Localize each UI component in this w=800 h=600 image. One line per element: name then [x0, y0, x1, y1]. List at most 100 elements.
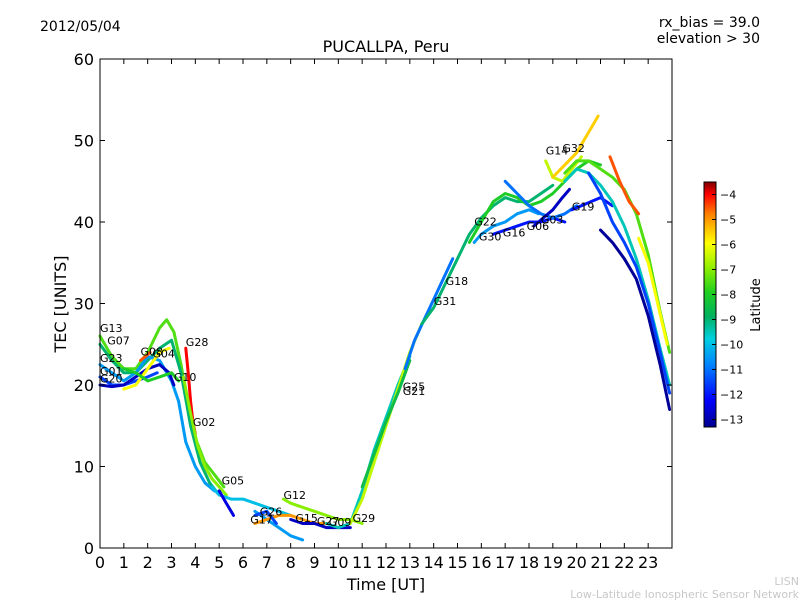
colorbar-tick-label: −7	[720, 264, 736, 277]
satellite-label-g28: G28	[186, 336, 209, 349]
satellite-label-g08: G08	[141, 346, 164, 359]
series-line-g14	[544, 155, 583, 183]
chart-title: PUCALLPA, Peru	[323, 37, 450, 56]
satellite-label-g03: G03	[541, 214, 564, 227]
x-tick-label: 18	[519, 553, 539, 572]
series-layer	[98, 114, 672, 542]
colorbar-tick-label: −5	[720, 214, 736, 227]
colorbar-tick-label: −10	[720, 339, 743, 352]
satellite-label-g25: G25	[403, 381, 426, 394]
x-tick-label: 13	[400, 553, 420, 572]
satellite-label-g19: G19	[572, 201, 595, 214]
y-tick-label: 30	[74, 295, 94, 314]
series-line-g07	[98, 338, 221, 497]
series-line-g02	[181, 375, 228, 497]
x-tick-label: 4	[190, 553, 200, 572]
satellite-label-g26: G26	[260, 505, 283, 518]
rx-bias-label: rx_bias = 39.0	[659, 15, 760, 31]
x-tick-label: 22	[614, 553, 634, 572]
satellite-label-g29: G29	[353, 512, 376, 525]
series-line-g22	[467, 159, 602, 244]
satellite-label-g16: G16	[503, 227, 526, 240]
x-tick-label: 1	[119, 553, 129, 572]
satellite-label-g23: G23	[100, 352, 123, 365]
x-tick-label: 20	[566, 553, 586, 572]
x-tick-label: 10	[328, 553, 348, 572]
series-line-g31	[403, 257, 455, 371]
x-tick-label: 11	[352, 553, 372, 572]
series-line-g30	[472, 208, 540, 244]
satellite-label-g09: G09	[329, 516, 352, 529]
footer-network: Low-Latitude Ionospheric Sensor Network	[570, 588, 799, 600]
satellite-label-g15: G15	[295, 512, 318, 525]
x-tick-label: 12	[376, 553, 396, 572]
colorbar-tick-label: −6	[720, 239, 736, 252]
series-line-g35	[599, 228, 672, 411]
series-line-g34	[587, 171, 672, 395]
x-tick-label: 0	[95, 553, 105, 572]
y-tick-label: 10	[74, 458, 94, 477]
series-line-g27	[253, 509, 278, 525]
date-label: 2012/05/04	[40, 19, 121, 35]
satellite-label-g07: G07	[107, 334, 130, 347]
x-tick-label: 9	[309, 553, 319, 572]
satellite-label-g13: G13	[100, 322, 123, 335]
elevation-label: elevation > 30	[657, 31, 760, 47]
series-line-g10	[122, 367, 181, 383]
colorbar-tick-label: −8	[720, 289, 736, 302]
x-axis-label: Time [UT]	[346, 575, 425, 594]
satellite-label-g06: G06	[527, 220, 550, 233]
satellite-label-g18: G18	[446, 275, 469, 288]
series-line-g21	[360, 359, 412, 489]
satellite-label-g14: G14	[546, 144, 569, 157]
series-line-g26	[253, 509, 305, 542]
satellite-label-g17: G17	[250, 514, 273, 527]
satellite-label-g31: G31	[434, 295, 457, 308]
satellite-label-g04: G04	[152, 347, 175, 360]
satellite-label-g32: G32	[562, 142, 585, 155]
satellite-label-g12: G12	[284, 489, 307, 502]
x-tick-label: 21	[590, 553, 610, 572]
y-axis-ticks: 0 10 20 30 40 50 60	[74, 50, 672, 558]
satellite-label-g01: G01	[100, 365, 123, 378]
y-tick-label: 0	[84, 539, 94, 558]
x-tick-label: 2	[143, 553, 153, 572]
satellite-label-g30: G30	[479, 231, 502, 244]
series-line-g36	[637, 236, 669, 346]
x-tick-label: 5	[214, 553, 224, 572]
y-tick-label: 20	[74, 376, 94, 395]
satellite-label-g02: G02	[193, 416, 216, 429]
x-tick-label: 19	[543, 553, 563, 572]
x-tick-label: 17	[495, 553, 515, 572]
series-line-g32	[551, 114, 600, 179]
series-line-g33	[608, 155, 641, 216]
x-tick-label: 8	[286, 553, 296, 572]
series-line-g29	[324, 355, 412, 530]
series-line-g12	[282, 497, 364, 525]
colorbar-tick-label: −13	[720, 414, 743, 427]
y-tick-label: 60	[74, 50, 94, 69]
series-line-g01	[98, 371, 159, 387]
x-tick-label: 15	[447, 553, 467, 572]
series-line-g20	[98, 363, 176, 389]
colorbar-tick-label: −4	[720, 189, 736, 202]
colorbar-tick-label: −12	[720, 389, 743, 402]
plot-frame	[99, 58, 673, 549]
x-axis-ticks: 0 1 2 3 4 5 6 7 8 9 10 11 12 13 14 15 16 17 18 19 20 21 22 23	[95, 59, 658, 572]
y-axis-label: TEC [UNITS]	[51, 256, 70, 354]
x-tick-label: 23	[638, 553, 658, 572]
colorbar-tick-label: −9	[720, 314, 736, 327]
colorbar-tick-label: −11	[720, 364, 743, 377]
x-tick-label: 7	[262, 553, 272, 572]
satellite-label-g20: G20	[100, 373, 123, 386]
satellite-label-g22: G22	[474, 215, 497, 228]
satellite-label-g27: G27	[317, 515, 340, 528]
series-line-g04	[122, 346, 171, 391]
satellite-label-g21: G21	[403, 385, 426, 398]
colorbar	[703, 181, 717, 428]
satellite-label-g05: G05	[222, 474, 245, 487]
x-tick-label: 14	[423, 553, 443, 572]
x-tick-label: 3	[166, 553, 176, 572]
series-line-g06	[503, 179, 579, 220]
